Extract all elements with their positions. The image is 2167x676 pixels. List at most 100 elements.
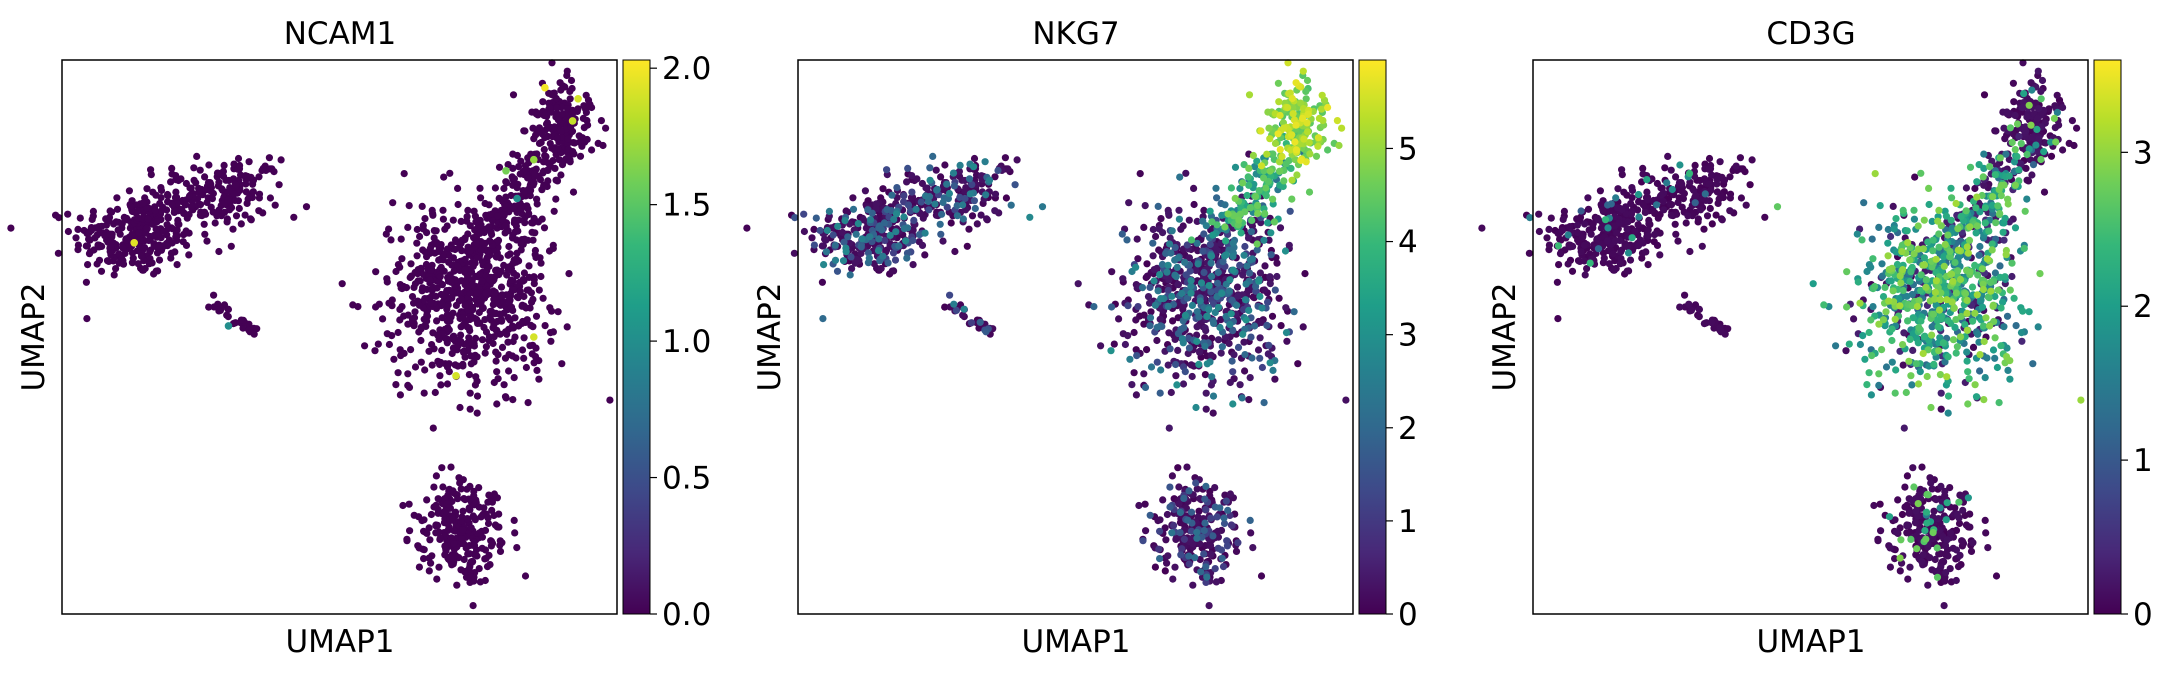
cell-point	[411, 280, 420, 288]
x-axis-label: UMAP1	[285, 624, 394, 660]
cell-point	[504, 314, 512, 322]
cell-point	[1991, 354, 1999, 362]
cell-point	[404, 370, 412, 378]
cell-point	[1898, 510, 1906, 519]
cell-point	[249, 188, 257, 196]
cell-point	[1641, 208, 1649, 216]
cell-point	[1124, 332, 1132, 340]
cell-point	[1175, 206, 1183, 214]
cell-point	[900, 192, 908, 200]
cell-point	[1241, 367, 1249, 375]
cell-point	[568, 84, 576, 93]
cell-point	[1956, 551, 1964, 560]
cell-point	[1291, 138, 1299, 146]
cell-point	[452, 301, 460, 309]
cell-point	[883, 206, 891, 214]
cell-point	[1169, 575, 1177, 583]
colorbar-tick-label: 3	[1398, 318, 1418, 354]
cell-point	[207, 180, 215, 188]
cell-point	[1264, 219, 1272, 227]
cell-point	[1227, 310, 1235, 318]
cell-point	[182, 229, 190, 237]
cell-point	[477, 513, 485, 521]
cell-point	[527, 289, 536, 297]
cell-point	[217, 305, 225, 313]
cell-point	[2051, 124, 2059, 132]
cell-point	[950, 182, 959, 190]
cell-point	[1165, 424, 1173, 432]
cell-point	[168, 164, 176, 172]
cell-point	[818, 242, 826, 250]
cell-point	[961, 187, 969, 195]
cell-point	[1980, 181, 1988, 189]
cell-point	[223, 215, 231, 223]
cell-point	[1238, 394, 1246, 402]
cell-point	[1245, 396, 1253, 404]
cell-point	[1946, 484, 1954, 492]
cell-point	[413, 252, 421, 260]
cell-point	[1681, 291, 1689, 299]
cell-point	[1253, 201, 1262, 209]
cell-point	[1196, 297, 1204, 305]
cell-point	[538, 130, 546, 138]
cell-point	[904, 164, 912, 172]
cell-point	[471, 514, 479, 522]
cell-point	[1242, 280, 1250, 288]
cell-point	[484, 519, 493, 528]
cell-point	[2029, 360, 2037, 368]
cell-point	[476, 184, 484, 192]
cell-point	[451, 236, 460, 244]
cell-point	[1241, 242, 1249, 251]
cell-point	[1209, 231, 1217, 239]
cell-point	[1639, 164, 1647, 172]
cell-point	[1252, 282, 1260, 290]
cell-point	[529, 341, 537, 349]
cell-point	[1218, 289, 1226, 298]
cell-point	[1264, 350, 1272, 358]
cell-point	[1268, 312, 1277, 320]
cell-point	[1211, 484, 1219, 492]
cell-point	[437, 381, 445, 389]
cell-point	[1188, 372, 1196, 381]
cell-point	[569, 148, 577, 156]
cell-point	[1593, 235, 1601, 243]
cell-point	[1248, 216, 1256, 224]
cell-point	[1292, 79, 1300, 87]
cell-point	[1876, 500, 1884, 508]
cell-point	[1860, 199, 1868, 207]
cell-point	[943, 203, 951, 211]
cell-point	[1196, 347, 1204, 355]
cell-point	[991, 190, 1000, 198]
cell-point	[953, 212, 962, 220]
cell-point	[396, 305, 404, 313]
cell-point	[1609, 250, 1617, 258]
cell-point	[875, 235, 883, 243]
cell-point	[434, 495, 442, 503]
cell-point	[886, 231, 894, 239]
cell-point	[1889, 202, 1897, 210]
cell-point	[1832, 342, 1840, 350]
cell-point	[991, 207, 999, 215]
cell-point	[550, 123, 559, 131]
cell-point	[436, 360, 444, 369]
cell-point	[1269, 150, 1277, 158]
cell-point	[1090, 303, 1098, 311]
cell-point	[466, 405, 474, 413]
cell-point	[494, 375, 502, 383]
cell-point	[888, 191, 896, 199]
cell-point	[517, 240, 525, 248]
cell-point	[1700, 225, 1708, 233]
cell-point	[258, 166, 266, 175]
cell-point	[413, 225, 421, 234]
cell-point	[1155, 225, 1163, 233]
cell-point	[88, 215, 96, 223]
cell-point	[501, 354, 510, 362]
cell-point	[583, 116, 591, 125]
cell-point	[527, 150, 535, 158]
cell-point	[427, 299, 435, 307]
cell-point	[1220, 514, 1228, 522]
cell-point	[1161, 567, 1169, 575]
cell-point	[210, 291, 218, 299]
cell-point	[1247, 529, 1255, 537]
cell-point	[1478, 224, 1486, 232]
